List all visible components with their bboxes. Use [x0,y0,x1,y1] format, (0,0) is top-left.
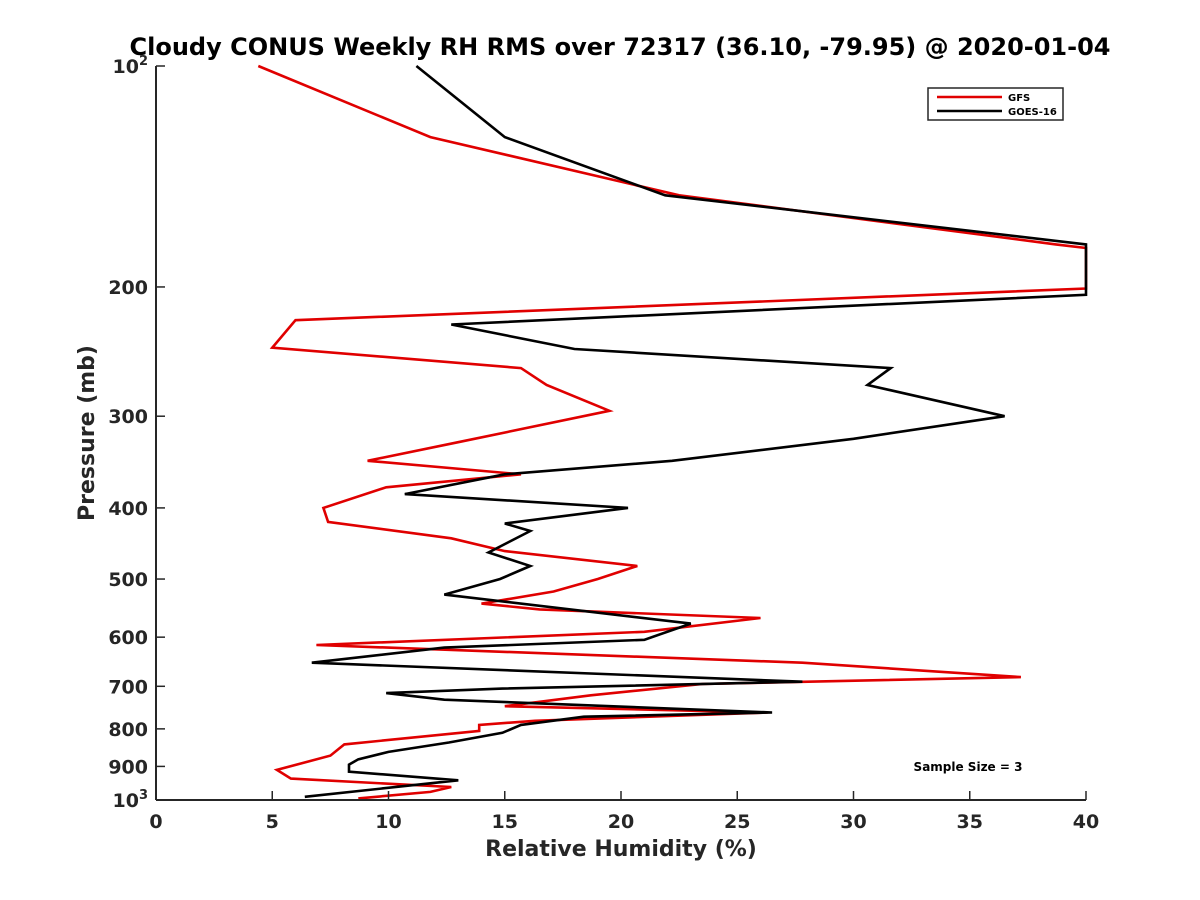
x-tick-label: 15 [492,811,518,833]
x-tick-label: 30 [840,811,866,833]
plot-lines [257,64,1088,800]
y-tick-label: 800 [108,719,148,741]
legend-label-gfs: GFS [1008,93,1030,104]
x-ticks: 0 5 10 15 20 25 30 35 40 [149,791,1099,833]
x-tick-label: 5 [266,811,279,833]
x-tick-label: 40 [1073,811,1099,833]
legend-box [927,87,1064,121]
sample-size-annotation: Sample Size = 3 [914,760,1023,774]
y-axis-label: Pressure (mb) [75,345,100,521]
y-tick-label: 300 [108,406,148,428]
y-tick-label: 200 [108,277,148,299]
y-tick-label: 700 [108,676,148,698]
y-tick-label: 600 [108,627,148,649]
x-tick-label: 0 [149,811,162,833]
chart-title: Cloudy CONUS Weekly RH RMS over 72317 (3… [130,33,1111,61]
y-tick-label: 102 [113,54,149,78]
x-tick-label: 10 [375,811,401,833]
x-tick-label: 35 [957,811,983,833]
y-tick-label: 400 [108,498,148,520]
y-tick-label: 500 [108,569,148,591]
legend-label-goes16: GOES-16 [1008,107,1057,118]
y-tick-label: 900 [108,756,148,778]
y-ticks: 102 200 300 400 500 600 700 800 900 103 [108,54,165,812]
x-tick-label: 20 [608,811,634,833]
x-tick-label: 25 [724,811,750,833]
legend: GFS GOES-16 [927,87,1064,121]
series-line-goes16 [304,64,1088,799]
x-axis-label: Relative Humidity (%) [485,837,757,862]
series-line-gfs [257,64,1088,800]
y-tick-label: 103 [113,788,149,812]
